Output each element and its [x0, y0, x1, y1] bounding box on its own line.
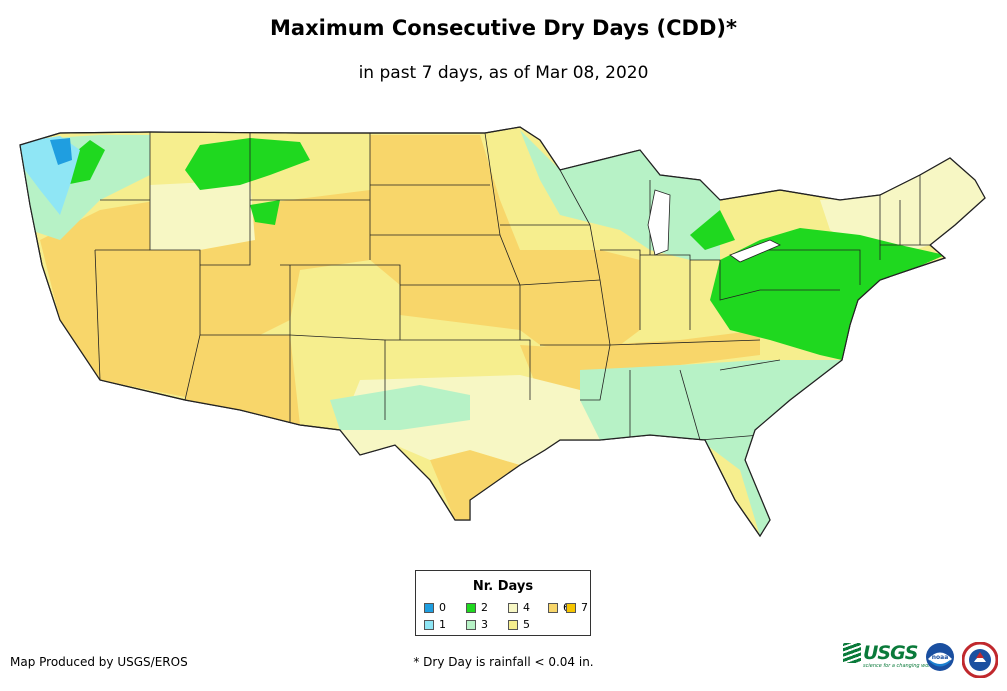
- region-6-days-west: [40, 190, 370, 400]
- legend-swatch-3: [466, 619, 476, 630]
- legend-swatch-1: [424, 619, 434, 630]
- legend-swatch-2: [466, 602, 476, 613]
- lake-michigan: [647, 189, 671, 256]
- legend: Nr. Days 0 1 2 3 4 5 6: [415, 570, 591, 636]
- footnote: * Dry Day is rainfall < 0.04 in.: [413, 655, 594, 669]
- legend-item-1: 1: [424, 618, 446, 631]
- legend-swatch-6: [548, 602, 558, 613]
- region-6-days-south-texas: [430, 450, 520, 520]
- map-subtitle: in past 7 days, as of Mar 08, 2020: [358, 63, 649, 83]
- legend-grid: 0 1 2 3 4 5 6 7: [424, 601, 589, 633]
- usgs-logo-text: USGS: [863, 642, 918, 664]
- usgs-tagline: science for a changing world: [863, 663, 935, 669]
- region-4-days-great-basin: [150, 180, 255, 250]
- legend-label-7: 7: [581, 601, 588, 614]
- map-title: Maximum Consecutive Dry Days (CDD)*: [270, 16, 737, 40]
- map-credit: Map Produced by USGS/EROS: [10, 655, 188, 669]
- legend-swatch-5: [508, 619, 518, 630]
- region-2-days-wyoming: [250, 200, 280, 225]
- legend-label-1: 1: [439, 618, 446, 631]
- legend-swatch-7: [566, 602, 576, 613]
- legend-label-5: 5: [523, 618, 530, 631]
- cdd-map: [19, 126, 986, 538]
- nws-logo-icon: [962, 642, 998, 678]
- legend-item-2: 2: [466, 601, 488, 614]
- region-6-days-southwest: [185, 335, 300, 425]
- noaa-logo-icon: noaa: [926, 643, 954, 671]
- legend-swatch-4: [508, 602, 518, 613]
- legend-label-4: 4: [523, 601, 530, 614]
- usgs-wave-icon: [843, 643, 861, 663]
- region-4-days-northeast: [820, 158, 985, 260]
- usgs-logo: USGS science for a changing world: [843, 642, 935, 669]
- legend-item-5: 5: [508, 618, 530, 631]
- noaa-logo-text: noaa: [932, 654, 949, 661]
- legend-item-7: 7: [566, 601, 588, 614]
- region-3-days-great-lakes: [520, 130, 720, 260]
- region-2-days-mid-atlantic: [710, 228, 945, 360]
- lake-erie: [729, 239, 781, 263]
- region-3-days-southeast: [580, 360, 842, 536]
- region-2-days-montana: [185, 138, 310, 190]
- legend-item-3: 3: [466, 618, 488, 631]
- legend-swatch-0: [424, 602, 434, 613]
- state-boundaries: [94, 132, 935, 441]
- region-0-days-olympic: [50, 138, 72, 165]
- region-3-days-west-texas: [330, 385, 470, 430]
- legend-title: Nr. Days: [472, 579, 534, 594]
- legend-label-0: 0: [439, 601, 446, 614]
- region-6-days-southeast-band: [600, 330, 760, 370]
- region-2-days-michigan: [690, 210, 735, 250]
- legend-item-0: 0: [424, 601, 446, 614]
- legend-item-4: 4: [508, 601, 530, 614]
- legend-label-3: 3: [481, 618, 488, 631]
- legend-label-2: 2: [481, 601, 488, 614]
